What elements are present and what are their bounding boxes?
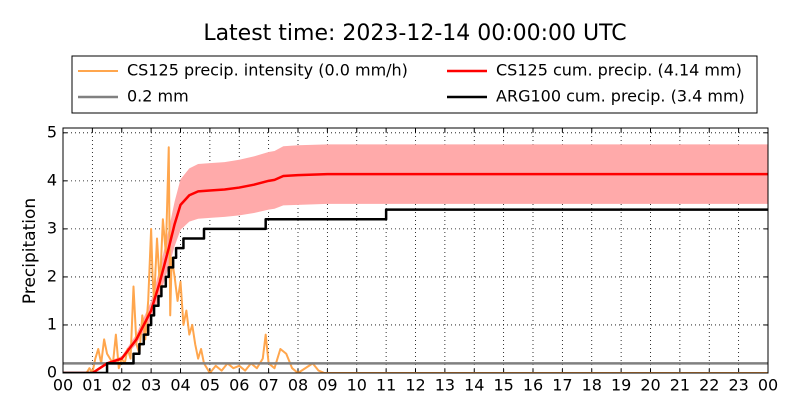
x-tick-label: 14 (464, 376, 484, 395)
x-tick-label: 20 (640, 376, 660, 395)
x-tick-label: 06 (229, 376, 249, 395)
y-tick-label: 1 (47, 314, 57, 333)
plot-frame (62, 127, 769, 374)
chart-title: Latest time: 2023-12-14 00:00:00 UTC (203, 21, 626, 46)
x-tick-label: 23 (728, 376, 748, 395)
y-tick-label: 3 (47, 218, 57, 237)
x-tick-label: 16 (523, 376, 543, 395)
legend-label: CS125 cum. precip. (4.14 mm) (496, 61, 742, 80)
x-tick-label: 21 (670, 376, 690, 395)
x-tick-label: 13 (435, 376, 455, 395)
legend-box (71, 55, 758, 114)
x-tick-label: 18 (582, 376, 602, 395)
x-tick-label: 12 (405, 376, 425, 395)
x-tick-label: 00 (53, 376, 73, 395)
x-tick-label: 17 (552, 376, 572, 395)
y-tick-label: 2 (47, 266, 57, 285)
legend-label: CS125 precip. intensity (0.0 mm/h) (127, 61, 408, 80)
x-tick-label: 09 (317, 376, 337, 395)
uncertainty-band (63, 144, 768, 373)
x-tick-label: 22 (699, 376, 719, 395)
x-tick-label: 04 (170, 376, 190, 395)
y-axis-label: Precipitation (20, 198, 40, 304)
series-line (63, 172, 768, 373)
x-tick-label: 08 (288, 376, 308, 395)
legend-label: ARG100 cum. precip. (3.4 mm) (496, 87, 745, 106)
x-tick-label: 19 (611, 376, 631, 395)
x-tick-label: 02 (112, 376, 132, 395)
x-tick-label: 05 (200, 376, 220, 395)
x-tick-label: 10 (347, 376, 367, 395)
x-tick-label: 15 (493, 376, 513, 395)
x-tick-label: 11 (376, 376, 396, 395)
x-tick-label: 03 (141, 376, 161, 395)
series-line (63, 146, 768, 373)
y-tick-label: 5 (47, 122, 57, 141)
y-tick-label: 4 (47, 170, 57, 189)
x-tick-label: 07 (258, 376, 278, 395)
y-tick-label: 0 (47, 363, 57, 382)
series-line (63, 208, 768, 373)
x-tick-label: 01 (82, 376, 102, 395)
legend-label: 0.2 mm (127, 87, 189, 106)
x-tick-label: 00 (758, 376, 778, 395)
